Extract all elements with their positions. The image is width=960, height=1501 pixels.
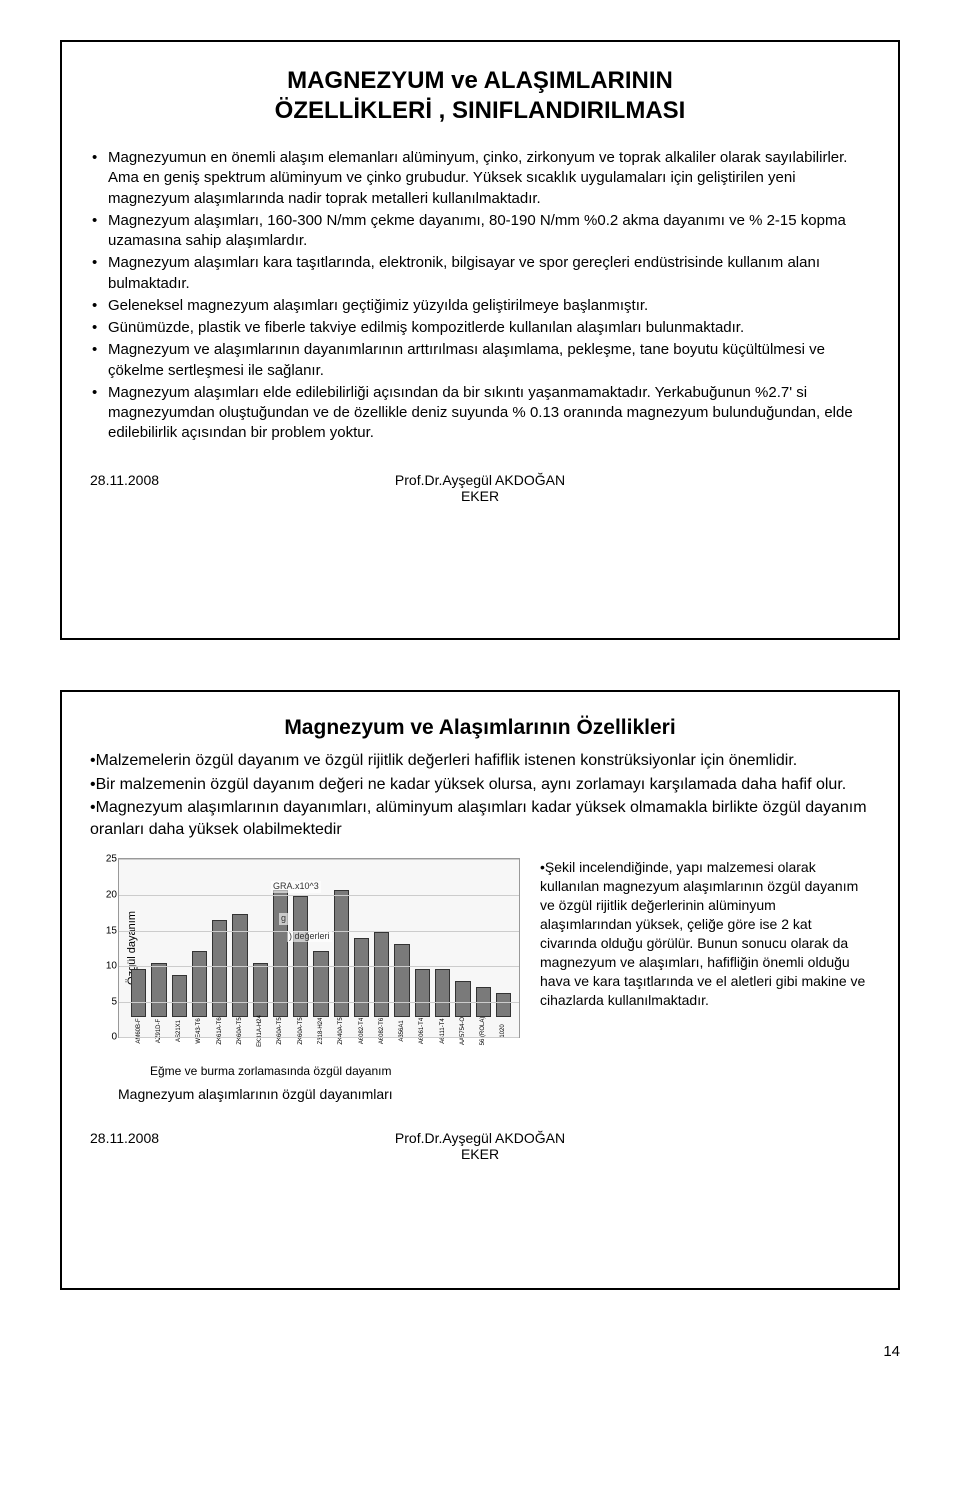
bar-category-label: A6111-T4 xyxy=(440,1019,446,1044)
slide1-title-line1: MAGNEZYUM ve ALAŞIMLARININ xyxy=(287,67,673,94)
chart-subcaption: Magnezyum alaşımlarının özgül dayanımlar… xyxy=(118,1086,520,1102)
bar: AS21X1 xyxy=(172,975,187,1018)
bar: A6082-T4 xyxy=(354,938,369,1017)
bar: AA5754-O xyxy=(455,981,470,1017)
y-tick-label: 25 xyxy=(106,854,117,865)
bar: WE43-T6 xyxy=(192,951,207,1018)
bar-category-label: ZK60A-T5 xyxy=(277,1018,283,1045)
slide1-footer-spacer xyxy=(750,472,870,504)
bar-category-label: ZK60A-T5 xyxy=(298,1018,304,1045)
bar-category-label: AA5754-O xyxy=(460,1017,466,1045)
y-tick-label: 10 xyxy=(106,961,117,972)
bullet-item: Magnezyum alaşımları kara taşıtlarında, … xyxy=(90,253,870,294)
slide-1: MAGNEZYUM ve ALAŞIMLARININ ÖZELLİKLERİ ,… xyxy=(60,40,900,640)
y-ticks: 0510152025 xyxy=(99,859,119,1037)
y-tick-label: 15 xyxy=(106,925,117,936)
bar-category-label: A356A1 xyxy=(399,1021,405,1042)
body-paragraph: •Malzemelerin özgül dayanım ve özgül rij… xyxy=(90,750,870,772)
chart-row: Özgül dayanım 0510152025 AM60B-FAZ91D-FA… xyxy=(90,858,870,1102)
chart-annotation: ) değerleri xyxy=(287,931,332,943)
body-paragraph: •Magnezyum alaşımlarının dayanımları, al… xyxy=(90,797,870,840)
bar: EK31A-H24 xyxy=(253,963,268,1018)
bar-category-label: 1020 xyxy=(500,1025,506,1038)
slide1-footer: 28.11.2008 Prof.Dr.Ayşegül AKDOĞAN EKER xyxy=(90,472,870,504)
y-tick-label: 0 xyxy=(111,1032,117,1043)
bar: A6082-T6 xyxy=(374,932,389,1017)
grid-line xyxy=(119,966,519,967)
slide1-title-line2: ÖZELLİKLERİ , SINIFLANDIRILMASI xyxy=(275,97,686,124)
bar: A6111-T4 xyxy=(435,969,450,1018)
grid-line xyxy=(119,895,519,896)
bar: ZK61A-T6 xyxy=(212,920,227,1017)
slide-2: Magnezyum ve Alaşımlarının Özellikleri •… xyxy=(60,690,900,1290)
bar-category-label: ZK40A-T5 xyxy=(338,1018,344,1045)
bullet-item: Magnezyum alaşımları elde edilebilirliği… xyxy=(90,383,870,444)
y-tick-label: 20 xyxy=(106,889,117,900)
bar-category-label: AZ91D-F xyxy=(156,1019,162,1043)
slide1-author: Prof.Dr.Ayşegül AKDOĞAN EKER xyxy=(210,472,750,504)
slide2-footer-spacer xyxy=(750,1130,870,1162)
bar-category-label: Z318-H24 xyxy=(318,1018,324,1045)
chart-annotation: GRA.x10^3 xyxy=(271,881,321,893)
bar: ZK60A-T5 xyxy=(273,890,288,1018)
bar-category-label: ZK61A-T6 xyxy=(217,1018,223,1045)
chart-caption: Eğme ve burma zorlamasında özgül dayanım xyxy=(150,1064,520,1078)
chart-side-note: •Şekil incelendiğinde, yapı malzemesi ol… xyxy=(540,858,870,1009)
bar: ZK60A-T5 xyxy=(293,896,308,1018)
bar-category-label: A6082-T4 xyxy=(359,1018,365,1044)
bullet-item: Magnezyumun en önemli alaşım elemanları … xyxy=(90,148,870,209)
chart-block: Özgül dayanım 0510152025 AM60B-FAZ91D-FA… xyxy=(90,858,520,1102)
slide2-body: •Malzemelerin özgül dayanım ve özgül rij… xyxy=(90,750,870,840)
bar-category-label: ZK60A-T5 xyxy=(237,1018,243,1045)
bar-category-label: AM60B-F xyxy=(136,1019,142,1044)
slide2-date: 28.11.2008 xyxy=(90,1130,210,1162)
chart-annotation: g xyxy=(279,913,288,925)
bar-category-label: A6061-T4 xyxy=(419,1018,425,1044)
slide1-bullets: Magnezyumun en önemli alaşım elemanları … xyxy=(90,148,870,444)
slide1-author-line2: EKER xyxy=(461,488,499,504)
slide2-footer: 28.11.2008 Prof.Dr.Ayşegül AKDOĞAN EKER xyxy=(90,1130,870,1162)
bar: AM60B-F xyxy=(131,969,146,1018)
page: MAGNEZYUM ve ALAŞIMLARININ ÖZELLİKLERİ ,… xyxy=(0,0,960,1370)
slide1-date: 28.11.2008 xyxy=(90,472,210,504)
bar-category-label: WE43-T6 xyxy=(196,1019,202,1044)
grid-line xyxy=(119,1037,519,1038)
slide1-author-line1: Prof.Dr.Ayşegül AKDOĞAN xyxy=(395,472,565,488)
bar-category-label: 56 (ROLA) xyxy=(480,1017,486,1046)
bar: 1020 xyxy=(496,993,511,1017)
bar: A356A1 xyxy=(394,944,409,1017)
bullet-item: Geleneksel magnezyum alaşımları geçtiğim… xyxy=(90,296,870,316)
body-paragraph: •Bir malzemenin özgül dayanım değeri ne … xyxy=(90,774,870,796)
slide2-title: Magnezyum ve Alaşımlarının Özellikleri xyxy=(90,716,870,740)
slide2-author-line1: Prof.Dr.Ayşegül AKDOĞAN xyxy=(395,1130,565,1146)
bar-chart: Özgül dayanım 0510152025 AM60B-FAZ91D-FA… xyxy=(118,858,520,1038)
slide1-title: MAGNEZYUM ve ALAŞIMLARININ ÖZELLİKLERİ ,… xyxy=(90,66,870,126)
bar-category-label: EK31A-H24 xyxy=(257,1016,263,1048)
grid-line xyxy=(119,859,519,860)
bar: A6061-T4 xyxy=(415,969,430,1018)
bar: ZK40A-T5 xyxy=(334,890,349,1018)
bar: Z318-H24 xyxy=(313,951,328,1018)
slide2-author-line2: EKER xyxy=(461,1146,499,1162)
bar: AZ91D-F xyxy=(151,963,166,1018)
bullet-item: Magnezyum ve alaşımlarının dayanımlarını… xyxy=(90,340,870,381)
grid-line xyxy=(119,1002,519,1003)
y-tick-label: 5 xyxy=(111,996,117,1007)
page-number: 14 xyxy=(883,1343,900,1360)
bar-category-label: AS21X1 xyxy=(176,1020,182,1042)
bullet-item: Magnezyum alaşımları, 160-300 N/mm çekme… xyxy=(90,211,870,252)
bar-category-label: A6082-T6 xyxy=(379,1018,385,1044)
bullet-item: Günümüzde, plastik ve fiberle takviye ed… xyxy=(90,318,870,338)
slide2-author: Prof.Dr.Ayşegül AKDOĞAN EKER xyxy=(210,1130,750,1162)
